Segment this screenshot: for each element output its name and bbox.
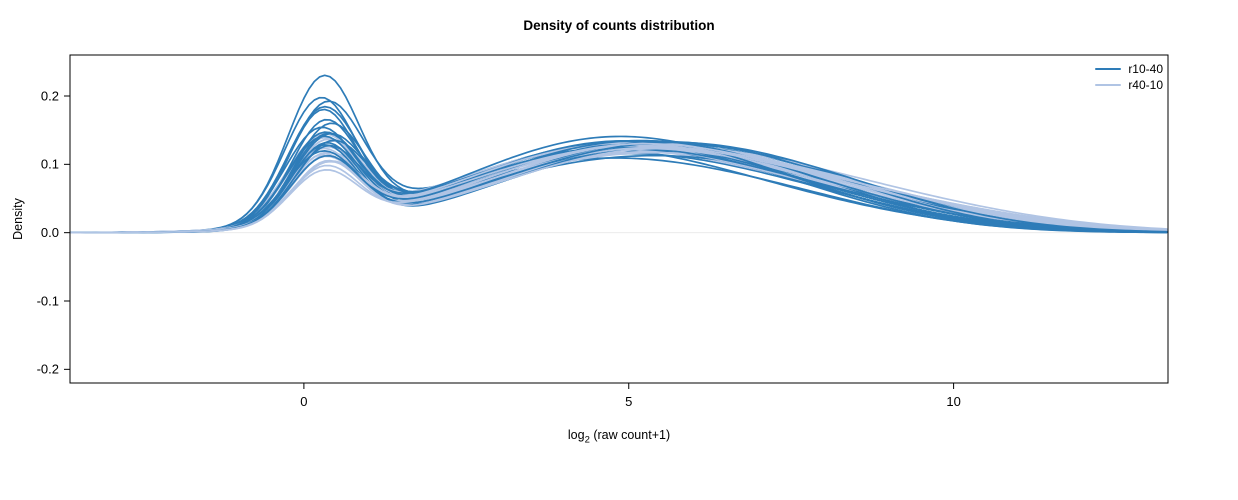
y-tick-label: -0.2 [37, 362, 59, 377]
y-tick-label: -0.1 [37, 293, 59, 308]
y-tick-label: 0.1 [41, 157, 59, 172]
x-tick-label: 0 [300, 394, 307, 409]
legend-line-swatch-r40-10 [1095, 83, 1122, 87]
plot-border-box [69, 54, 1169, 384]
x-tick-label: 10 [946, 394, 960, 409]
y-axis-label: Density [11, 198, 25, 240]
legend: r10-40 r40-10 [1095, 62, 1163, 92]
x-axis-label-base: log [567, 428, 585, 442]
density-curve [70, 141, 1168, 234]
density-curve [70, 145, 1168, 234]
density-curve [70, 139, 1168, 234]
x-axis-label-rest: (raw count+1) [589, 428, 671, 442]
x-tick-label: 5 [625, 394, 632, 409]
y-tick-label: 0.0 [41, 225, 59, 240]
legend-item: r10-40 [1095, 62, 1163, 76]
legend-label: r40-10 [1128, 78, 1163, 92]
legend-label: r10-40 [1128, 62, 1163, 76]
x-axis-label: log2 (raw count+1) [70, 428, 1168, 446]
density-curve [70, 142, 1168, 234]
legend-item: r40-10 [1095, 78, 1163, 92]
curves-layer [70, 74, 1168, 234]
chart-title: Density of counts distribution [523, 18, 715, 33]
legend-line-swatch-r10-40 [1095, 67, 1122, 71]
x-axis-label-subscript: 2 [584, 434, 590, 446]
y-tick-label: 0.2 [41, 88, 59, 103]
